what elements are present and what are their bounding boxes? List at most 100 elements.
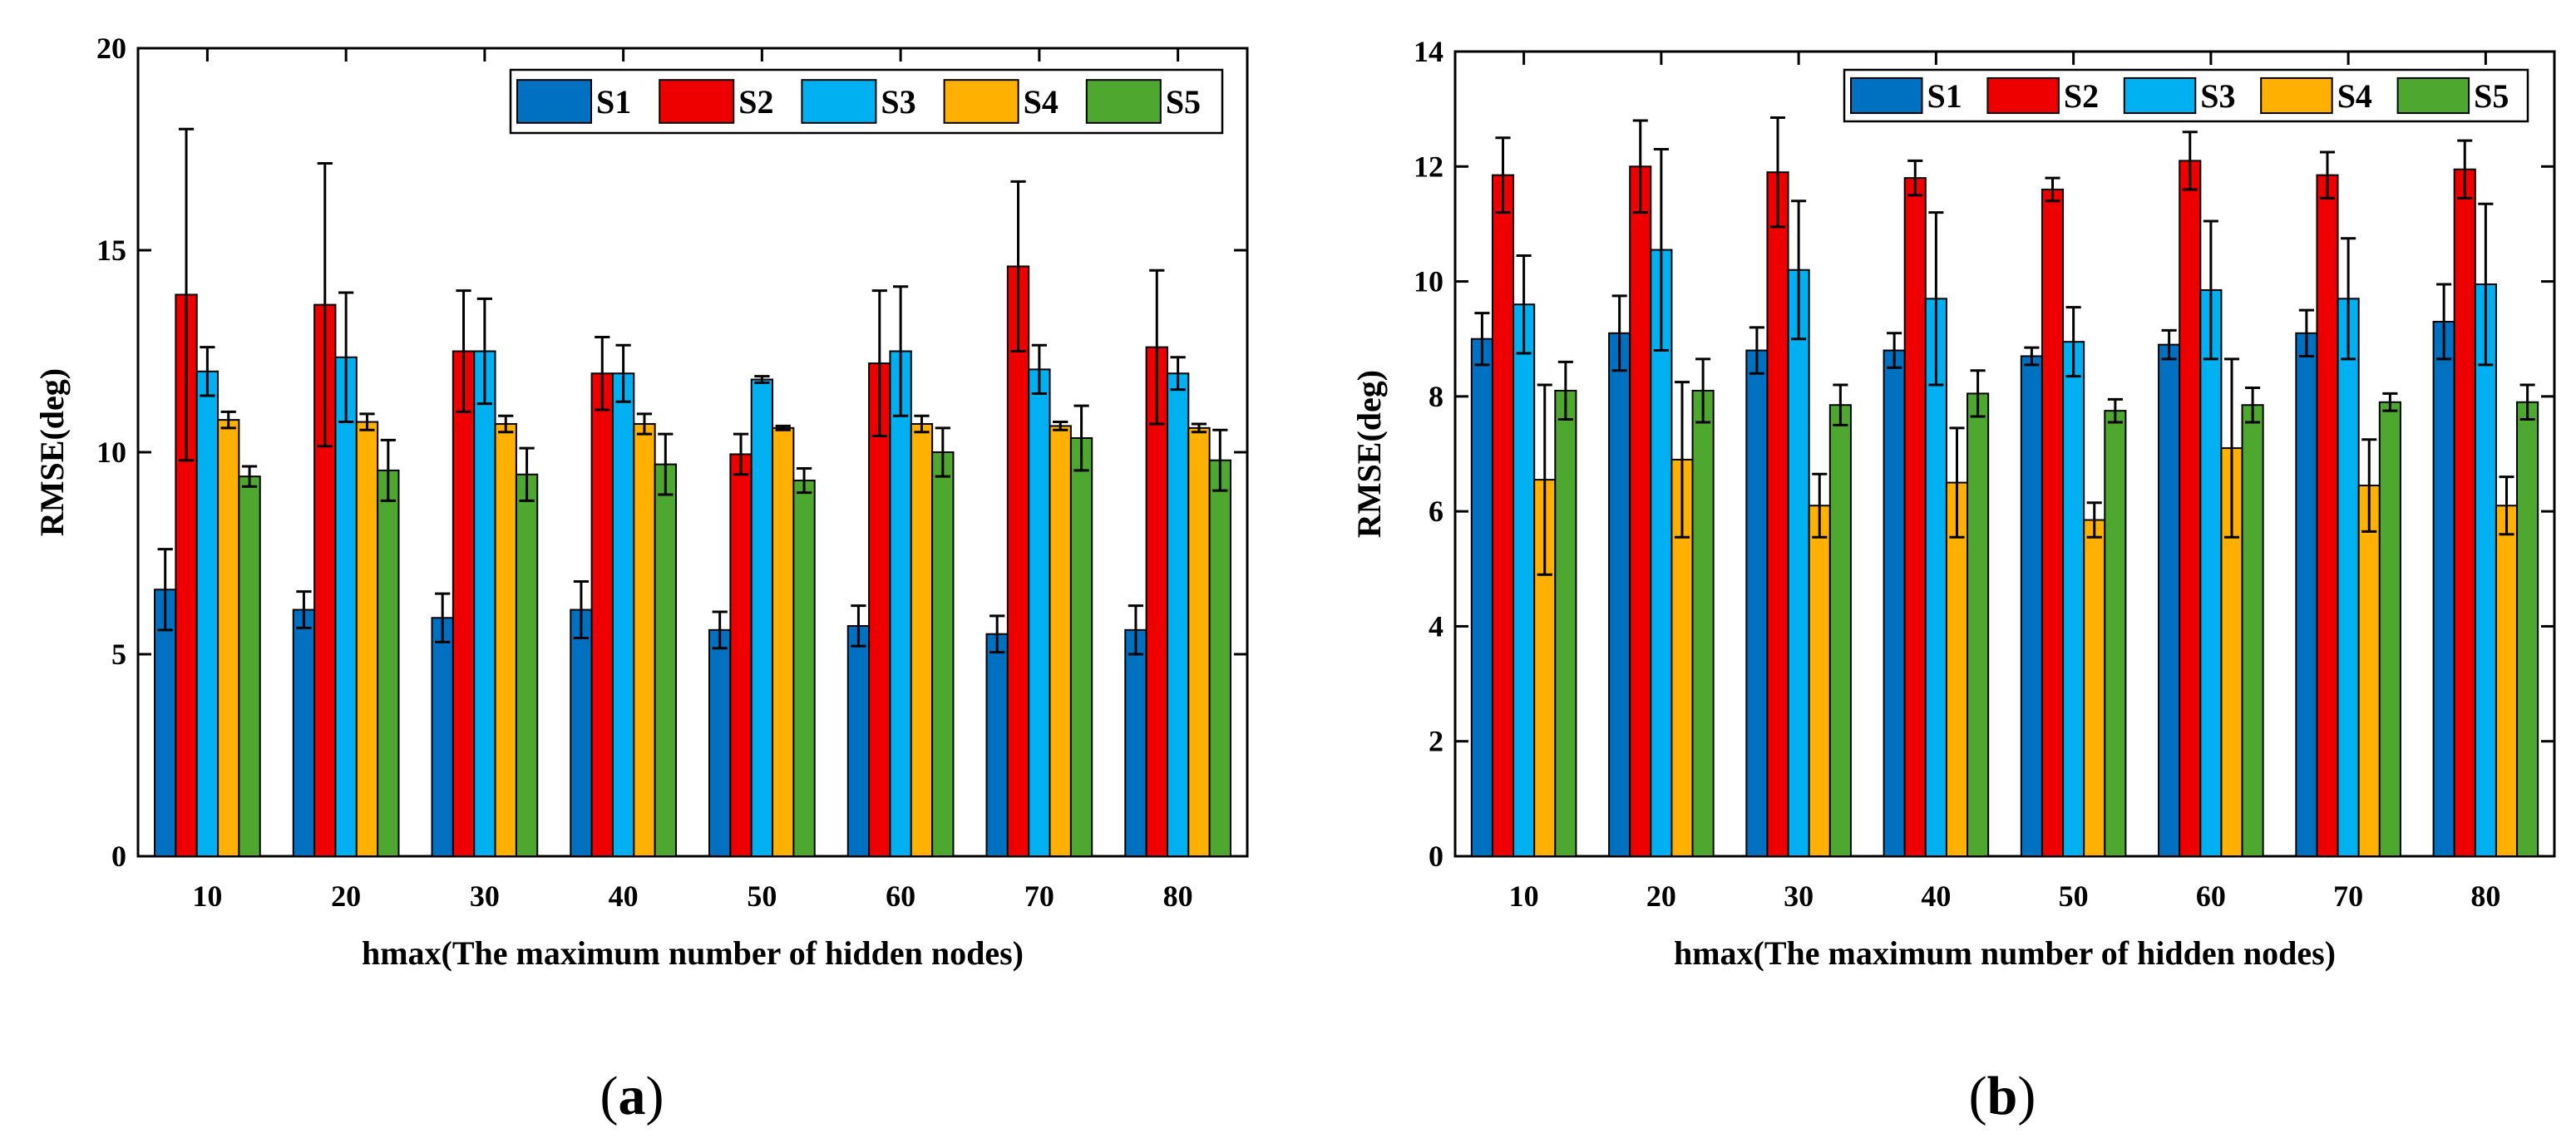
bar-s5	[1967, 392, 1990, 857]
bar-s4	[355, 421, 379, 857]
bar-s1	[1883, 349, 1906, 857]
bar-s4	[2357, 485, 2381, 857]
bar-s2	[2041, 188, 2065, 857]
bar-s5	[1069, 436, 1093, 857]
bar-s3	[1924, 298, 1947, 858]
bar-s4	[217, 419, 240, 857]
y-tick-label: 8	[1429, 380, 1443, 413]
legend-swatch-s1	[1850, 76, 1923, 115]
bar-s3	[2337, 298, 2360, 858]
legend-label-s5: S5	[1166, 83, 1201, 121]
bar-s2	[590, 372, 614, 858]
bar-s2	[452, 350, 476, 857]
x-axis-title: hmax(The maximum number of hidden nodes)	[1674, 934, 2336, 972]
y-tick-label: 4	[1429, 609, 1443, 643]
y-axis-title: RMSE(deg)	[1350, 370, 1388, 538]
bar-s3	[1787, 269, 1810, 857]
bar-s1	[292, 608, 316, 857]
bar-s5	[1554, 389, 1577, 857]
legend: S1 S2 S3 S4 S5	[1843, 68, 2529, 123]
x-tick-label: 30	[1784, 879, 1814, 913]
bar-s3	[2474, 283, 2497, 857]
y-tick-label: 0	[111, 840, 126, 873]
legend-label-s3: S3	[2200, 77, 2235, 115]
bar-s5	[792, 480, 816, 858]
legend-swatch-s5	[2396, 76, 2470, 115]
bar-s1	[1470, 338, 1493, 857]
bar-s1	[1608, 332, 1631, 857]
bar-s1	[570, 608, 593, 857]
bar-s4	[633, 422, 656, 858]
x-tick-label: 50	[2059, 879, 2089, 913]
x-tick-label: 80	[2470, 879, 2500, 913]
bar-s1	[985, 633, 1009, 857]
bar-s3	[1166, 372, 1190, 858]
legend-swatch-s3	[2123, 76, 2197, 115]
bar-s5	[1828, 404, 1852, 857]
x-tick-label: 60	[886, 879, 915, 913]
bar-s5	[2241, 404, 2264, 857]
bar-s5	[515, 473, 539, 857]
x-tick-label: 20	[331, 879, 361, 913]
bar-s2	[1903, 177, 1927, 858]
bar-s4	[1049, 425, 1072, 857]
x-tick-label: 80	[1163, 879, 1193, 913]
y-tick-label: 5	[111, 638, 126, 671]
bar-s5	[2104, 410, 2127, 857]
legend-swatch-s3	[801, 79, 877, 124]
x-tick-label: 70	[2333, 879, 2363, 913]
bar-s2	[1006, 265, 1030, 857]
legend-label-s1: S1	[1927, 77, 1962, 115]
bar-s1	[2158, 343, 2181, 857]
legend-swatch-s5	[1085, 79, 1162, 124]
bar-s1	[154, 589, 177, 857]
bar-s3	[473, 350, 496, 857]
legend-swatch-s1	[516, 79, 593, 124]
x-tick-label: 70	[1024, 879, 1054, 913]
bar-s5	[2378, 401, 2401, 857]
bar-s5	[931, 451, 955, 857]
legend-label-s1: S1	[596, 83, 631, 121]
bar-s1	[2020, 355, 2043, 857]
bar-s4	[494, 422, 517, 858]
y-tick-label: 12	[1414, 150, 1443, 183]
bar-s1	[2295, 332, 2318, 857]
bar-s2	[2453, 168, 2476, 857]
bar-s3	[611, 372, 635, 858]
y-tick-label: 10	[1414, 265, 1443, 298]
legend-label-s3: S3	[881, 83, 915, 121]
bar-s3	[889, 350, 912, 857]
bar-s3	[1028, 368, 1051, 857]
bar-s5	[1208, 459, 1231, 857]
legend-label-s2: S2	[738, 83, 773, 121]
y-axis-title: RMSE(deg)	[33, 368, 71, 536]
legend-label-s4: S4	[1024, 83, 1059, 121]
legend-label-s4: S4	[2337, 77, 2372, 115]
bar-s1	[846, 624, 871, 857]
x-tick-label: 40	[609, 879, 639, 913]
bar-s1	[2432, 320, 2455, 857]
legend-swatch-s2	[1986, 76, 2060, 115]
bar-s1	[1745, 349, 1769, 857]
chart-panel-a: 0 5 10 15 20 10 20 30 40 50 60 70 80 hmax(The maximum…	[33, 32, 1249, 972]
legend-swatch-s4	[2260, 76, 2333, 115]
bar-s5	[654, 463, 677, 858]
x-tick-label: 10	[192, 879, 222, 913]
bar-s4	[1187, 426, 1211, 857]
bar-s2	[1629, 165, 1652, 858]
bar-s2	[729, 453, 753, 857]
bar-s5	[238, 475, 261, 857]
bar-s5	[1691, 389, 1715, 857]
bar-s5	[2516, 401, 2539, 857]
x-axis-title: hmax(The maximum number of hidden nodes)	[362, 934, 1024, 972]
legend-label-s5: S5	[2474, 77, 2509, 115]
bar-s3	[1513, 303, 1536, 857]
bar-s4	[1808, 505, 1831, 857]
chart-panel-b: 0 2 4 6 8 10 12 14 10 20 30 40 50 60 70 80 hmax(The maxi…	[1350, 35, 2556, 972]
bar-s2	[2316, 174, 2339, 857]
bar-s2	[1491, 174, 1515, 857]
bar-s3	[2199, 288, 2223, 857]
x-tick-label: 20	[1646, 879, 1676, 913]
x-tick-label: 60	[2196, 879, 2226, 913]
bar-s4	[2083, 519, 2106, 857]
